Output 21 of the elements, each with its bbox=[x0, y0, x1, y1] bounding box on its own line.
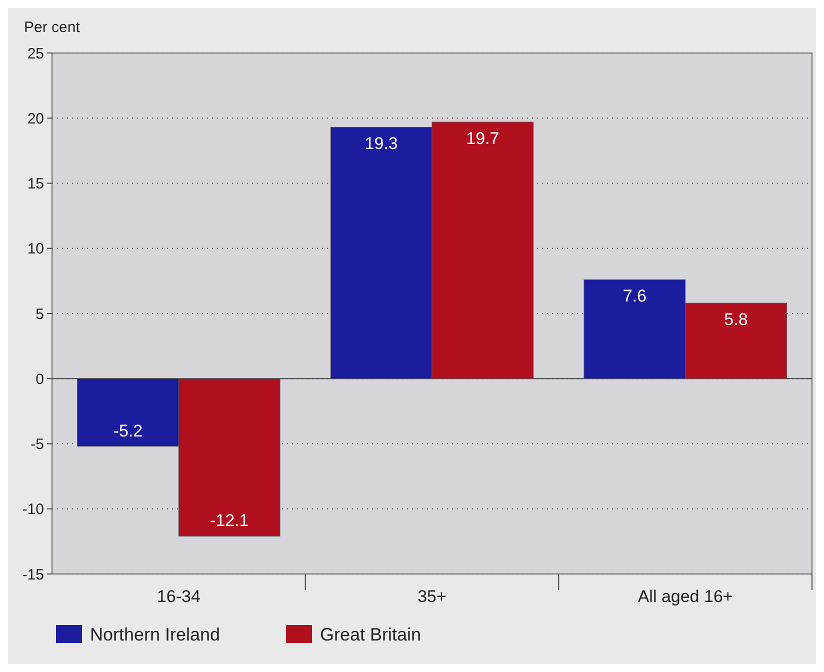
y-tick-label: 0 bbox=[36, 370, 44, 388]
y-tick-label: 25 bbox=[27, 45, 44, 62]
legend-label: Great Britain bbox=[320, 624, 422, 644]
data-label: 7.6 bbox=[622, 286, 646, 306]
y-tick-label: -5 bbox=[30, 436, 44, 453]
x-tick-label: 16-34 bbox=[156, 587, 200, 606]
data-label: -5.2 bbox=[113, 421, 143, 440]
y-tick-label: -10 bbox=[22, 501, 44, 518]
y-tick-label: 10 bbox=[27, 240, 44, 258]
y-tick-label: 15 bbox=[27, 176, 44, 192]
y-axis-title: Per cent bbox=[24, 19, 81, 36]
data-label: -12.1 bbox=[210, 511, 249, 530]
x-tick-label: All aged 16+ bbox=[638, 587, 733, 606]
data-label: 19.7 bbox=[466, 129, 500, 148]
y-tick-label: 5 bbox=[36, 306, 44, 323]
legend-label: Northern Ireland bbox=[90, 624, 220, 644]
y-tick-label: -15 bbox=[22, 566, 44, 584]
data-label: 19.3 bbox=[364, 134, 398, 154]
y-tick-label: 20 bbox=[27, 110, 44, 128]
x-tick-label: 35+ bbox=[418, 587, 446, 606]
data-label: 5.8 bbox=[724, 310, 748, 330]
